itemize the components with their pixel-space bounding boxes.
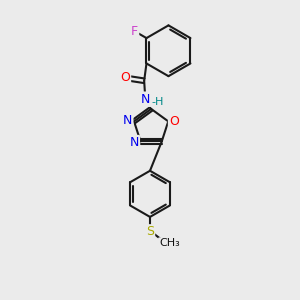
Text: S: S [146, 225, 154, 239]
Text: O: O [120, 71, 130, 84]
Text: -H: -H [152, 97, 164, 106]
Text: F: F [131, 25, 138, 38]
Text: CH₃: CH₃ [159, 238, 180, 248]
Text: O: O [169, 115, 179, 128]
Text: N: N [141, 93, 151, 106]
Text: N: N [129, 136, 139, 149]
Text: N: N [123, 114, 132, 127]
